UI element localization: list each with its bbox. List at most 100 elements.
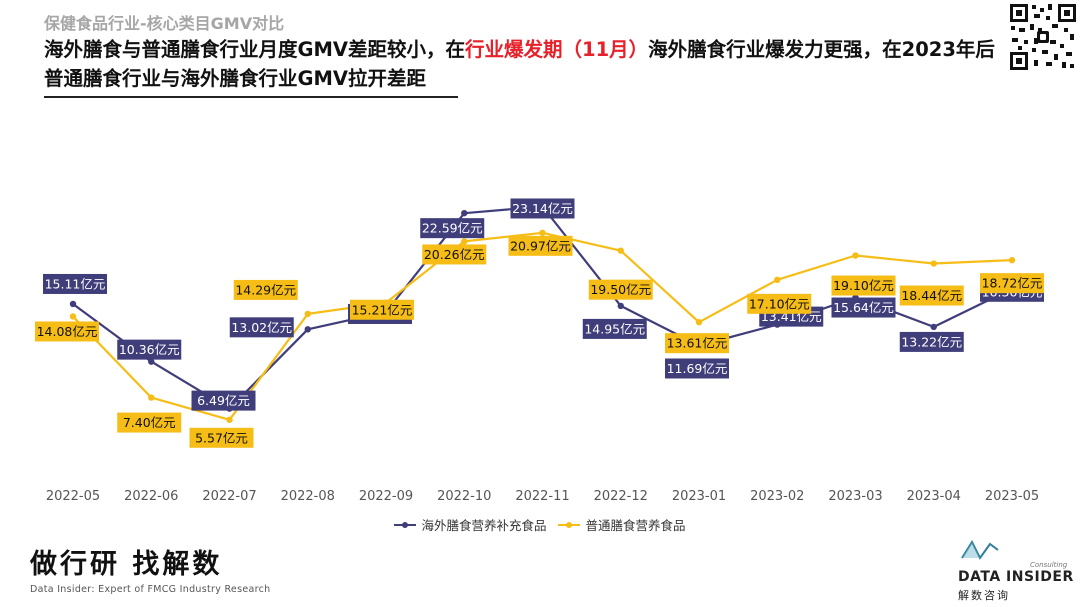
x-tick-label: 2022-12 [594,489,648,504]
x-tick-label: 2022-05 [46,489,100,504]
legend-label-overseas: 海外膳食营养补充食品 [421,518,547,533]
footer-tagline: Data Insider: Expert of FMCG Industry Re… [30,584,271,595]
x-tick-label: 2022-11 [515,489,569,504]
data-label-box [747,293,812,314]
data-label: 6.49亿元 [197,393,250,408]
data-label-box [665,358,729,379]
data-label-box [831,297,896,318]
data-point [617,302,624,310]
data-label-group: 22.59亿元 [420,218,485,239]
section-subtitle: 保健食品行业-核心类目GMV对比 [44,14,285,33]
data-label: 20.97亿元 [510,238,571,253]
data-label-group: 11.69亿元 [665,358,729,379]
chart-legend: 海外膳食营养补充食品 普通膳食营养食品 [0,515,1080,534]
headline-highlight: 行业爆发期（11月） [465,38,649,61]
qr-code-icon [1008,2,1078,72]
data-label: 18.72亿元 [982,276,1043,291]
data-label: 15.64亿元 [833,300,894,315]
data-label: 5.57亿元 [195,430,248,445]
legend-swatch-ordinary [558,520,581,530]
data-point [617,247,624,254]
data-point [148,358,155,365]
brand-name: DATA INSIDER [958,569,1074,585]
x-tick-label: 2022-07 [202,489,256,504]
data-label-box [229,317,294,338]
data-label: 22.59亿元 [422,221,483,236]
brand-name-cn: 解数咨询 [958,589,1010,602]
data-label-group: 17.10亿元 [747,293,812,314]
data-label: 23.14亿元 [512,201,573,216]
data-label: 15.21亿元 [352,302,413,317]
data-label: 14.08亿元 [37,324,98,339]
data-label: 19.10亿元 [833,278,894,293]
data-insider-logo-icon [961,539,999,560]
data-label-group: 23.14亿元 [510,198,575,219]
data-label-box [422,244,487,265]
data-label-box [508,235,573,256]
data-label-group: 15.21亿元 [350,299,414,320]
legend-swatch-overseas [394,520,417,530]
data-label-box [117,339,182,360]
data-label: 13.22亿元 [901,334,962,349]
data-label: 14.29亿元 [235,282,296,297]
data-point [69,313,77,320]
data-label-group: 10.36亿元 [117,339,182,360]
data-label-group: 19.50亿元 [588,279,653,300]
x-tick-label: 2023-02 [750,489,804,504]
data-label: 10.36亿元 [119,342,180,357]
x-tick-label: 2023-04 [907,489,961,504]
data-label-box [899,331,964,352]
data-point [226,416,233,423]
footer-slogan: 做行研 找解数 [30,549,223,580]
data-label-group: 18.44亿元 [899,285,964,306]
x-tick-label: 2023-03 [828,489,882,504]
data-label-group: 14.08亿元 [35,321,99,342]
data-label: 18.44亿元 [901,288,962,303]
data-label-box [43,273,107,294]
page-title: 海外膳食与普通膳食行业月度GMV差距较小，在行业爆发期（11月）海外膳食行业爆发… [44,35,1004,93]
data-point [695,318,703,326]
x-tick-label: 2022-09 [359,489,413,504]
data-label-box [831,275,896,296]
x-tick-label: 2022-06 [124,489,178,504]
headline-text-2: 海外膳食行业爆发力更强，在2023年后普通膳食行业与海外膳食行业GMV拉开差距 [44,38,995,90]
data-point [930,260,937,267]
data-point [304,326,311,333]
data-label-group: 20.97亿元 [508,235,573,256]
data-label-box [665,333,729,354]
data-label-group: 15.11亿元 [43,273,107,294]
data-label-group: 14.95亿元 [582,318,647,339]
data-point [69,300,77,308]
headline-text-1: 海外膳食与普通膳食行业月度GMV差距较小，在 [44,38,466,61]
legend-item-overseas: 海外膳食营养补充食品 [394,515,547,534]
data-label-box [510,198,575,219]
gmv-line-chart: 2022-05 2022-06 2022-07 2022-08 2022-09 2022-… [35,198,1044,504]
data-label: 17.10亿元 [749,296,810,311]
data-label-box [899,285,964,306]
x-tick-label: 2022-08 [281,489,335,504]
data-label-group: 13.02亿元 [229,317,294,338]
data-label: 11.69亿元 [667,361,728,376]
x-tick-label: 2023-05 [985,489,1039,504]
legend-item-ordinary: 普通膳食营养食品 [558,515,686,534]
data-label: 19.50亿元 [590,282,651,297]
data-point [539,229,546,237]
data-point [304,310,311,318]
data-label-box [582,318,647,339]
x-tick-label: 2022-10 [437,489,491,504]
data-label: 20.26亿元 [424,247,485,262]
data-point [1008,256,1016,264]
data-point [461,238,468,245]
title-underline [44,96,458,98]
data-label: 14.95亿元 [584,321,645,336]
data-label-box [350,299,414,320]
brand-consulting: Consulting [1030,561,1068,569]
data-label: 15.11亿元 [45,276,106,291]
data-label: 13.61亿元 [667,336,728,351]
data-label-box [35,321,99,342]
data-point [774,276,781,284]
data-label: 13.02亿元 [231,320,292,335]
data-label-group: 15.64亿元 [831,297,896,318]
data-label-group: 19.10亿元 [831,275,896,296]
data-point [148,394,155,401]
